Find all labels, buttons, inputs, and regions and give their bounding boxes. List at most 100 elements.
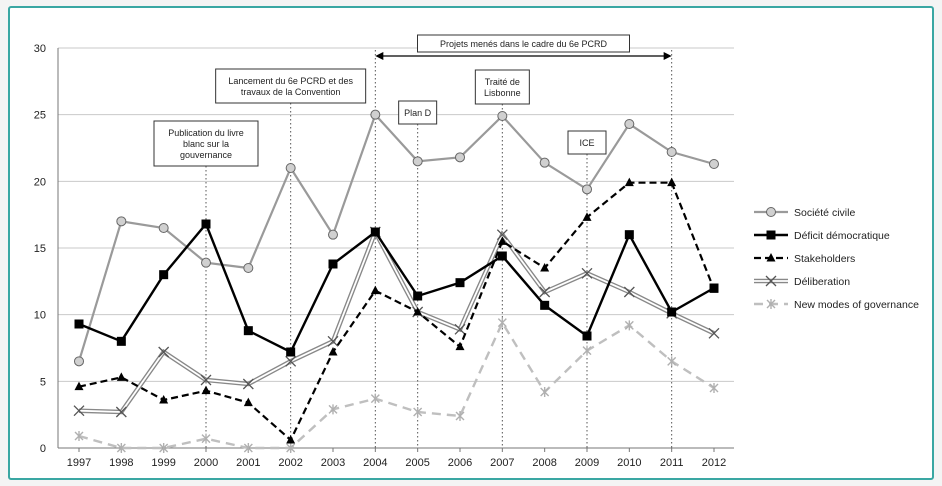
data-point: [370, 109, 381, 120]
x-tick-label: 2000: [194, 457, 218, 469]
x-tick-label: 2011: [660, 457, 684, 469]
data-point: [159, 443, 169, 453]
data-point: [327, 335, 339, 347]
data-point: [539, 286, 551, 298]
y-tick-label: 15: [34, 243, 46, 255]
data-point: [243, 443, 253, 453]
x-tick-label: 2002: [278, 457, 302, 469]
x-tick-label: 1997: [67, 457, 91, 469]
y-tick-label: 5: [40, 376, 46, 388]
data-point: [624, 230, 634, 240]
annotation-text: Publication du livre: [168, 128, 244, 138]
data-point: [624, 320, 634, 331]
data-point: [455, 278, 465, 288]
data-point: [623, 286, 635, 298]
series-line: [77, 112, 715, 362]
series-1: [74, 219, 719, 357]
annotation-text: blanc sur la: [183, 139, 229, 149]
data-point: [328, 404, 338, 415]
arrow-head: [375, 52, 384, 60]
x-tick-label: 2008: [532, 457, 556, 469]
data-point: [455, 341, 465, 351]
data-point: [497, 317, 507, 328]
annotation-text: Lisbonne: [484, 88, 521, 98]
data-point: [285, 163, 296, 173]
data-point: [497, 236, 507, 245]
annotation-text: Lancement du 6e PCRD et des: [228, 76, 353, 86]
data-point: [328, 229, 338, 240]
legend-item: New modes of governance: [754, 299, 919, 311]
data-point: [370, 393, 380, 404]
data-point: [370, 285, 380, 295]
data-point: [496, 229, 508, 241]
data-point: [667, 177, 677, 187]
data-point: [497, 111, 508, 121]
series-2: [74, 177, 719, 444]
data-point: [708, 327, 720, 339]
arrow-head: [663, 52, 672, 60]
x-tick-label: 2004: [363, 457, 387, 469]
data-point: [243, 326, 253, 336]
data-point: [243, 263, 254, 273]
legend-label: New modes of governance: [794, 299, 919, 311]
data-point: [540, 300, 550, 310]
legend-marker: [766, 230, 776, 240]
data-point: [115, 406, 127, 418]
y-tick-label: 20: [34, 176, 46, 188]
legend-marker: [766, 299, 776, 309]
data-point: [455, 152, 465, 163]
series-line: [78, 320, 715, 450]
data-point: [285, 355, 297, 367]
series-3: [73, 226, 720, 418]
data-point: [116, 216, 127, 227]
data-point: [582, 184, 592, 195]
data-point: [581, 267, 593, 279]
annotation-text: Plan D: [404, 108, 432, 118]
legend-marker: [765, 275, 777, 287]
annotation-box: [417, 34, 630, 53]
x-tick-label: 2001: [236, 457, 260, 469]
data-point: [412, 156, 423, 167]
annotation-text: ICE: [579, 138, 594, 148]
data-point: [116, 372, 126, 381]
data-point: [497, 251, 507, 261]
data-point: [582, 212, 592, 221]
x-tick-label: 2005: [405, 457, 429, 469]
data-point: [328, 347, 338, 356]
x-tick-label: 2007: [490, 457, 514, 469]
data-point: [243, 397, 253, 407]
data-point: [74, 431, 84, 441]
data-point: [116, 336, 126, 346]
data-point: [74, 319, 84, 329]
annotation-box: [215, 68, 367, 104]
data-point: [158, 223, 169, 233]
data-point: [200, 374, 212, 386]
annotation-text: Projets menés dans le cadre du 6e PCRD: [440, 39, 608, 49]
x-tick-label: 1998: [109, 457, 133, 469]
annotation-box: [398, 100, 438, 125]
data-point: [413, 407, 423, 417]
data-point: [413, 291, 423, 301]
data-point: [709, 159, 719, 169]
annotation-box: [567, 130, 607, 155]
data-point: [201, 257, 211, 268]
data-point: [709, 283, 719, 293]
data-point: [667, 356, 677, 367]
series-0: [74, 109, 719, 367]
data-point: [159, 395, 169, 404]
data-point: [370, 227, 380, 237]
data-point: [666, 147, 677, 157]
legend-label: Stakeholders: [794, 253, 855, 265]
data-point: [286, 347, 296, 357]
legend-item: Déficit démocratique: [754, 230, 890, 242]
y-tick-label: 30: [34, 43, 46, 55]
data-point: [540, 263, 550, 272]
data-point: [667, 307, 677, 317]
data-point: [582, 345, 592, 356]
annotation-box: [153, 120, 259, 167]
annotation-text: gouvernance: [180, 150, 232, 160]
data-point: [455, 411, 465, 421]
legend-label: Déliberation: [794, 276, 850, 288]
x-tick-label: 2003: [321, 457, 345, 469]
annotation-text: Traité de: [485, 77, 520, 87]
